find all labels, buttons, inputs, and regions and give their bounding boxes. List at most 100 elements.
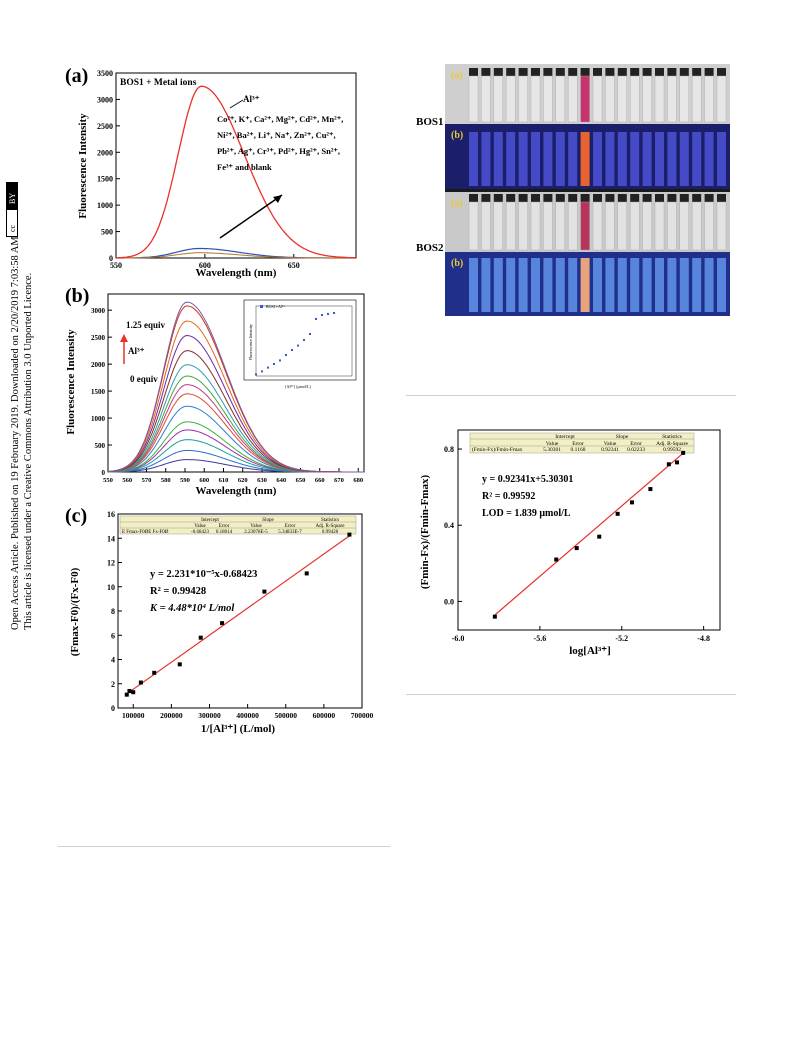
panel-b-inset-legend-marker (260, 305, 263, 308)
panel-d-point-9 (681, 450, 686, 455)
d-table-cell-slope: 0.92341 (601, 447, 619, 453)
vial-cap-top-18 (692, 68, 702, 76)
d-table-row-label: (Fmin-Fx)/Fmin-Fmax (472, 446, 523, 453)
vial-top-a-7 (555, 75, 566, 123)
panel-b-xtick-0: 550 (103, 477, 113, 484)
panel-c-point-10 (347, 532, 352, 537)
vial-top-a-14 (642, 75, 652, 123)
panel-d-ytick-0: 0.0 (444, 597, 454, 606)
panel-a-title: BOS1 + Metal ions (120, 78, 197, 88)
panel-b-ylabel: Fluorescence Intensity (65, 329, 77, 435)
d-table-sub-error: Error (572, 441, 584, 447)
panel-c-label: (c) (65, 505, 87, 527)
vial-cap-bottom-12 (617, 194, 627, 202)
licence-line-1: Open Access Article. Published on 19 Feb… (10, 234, 21, 630)
vial-top-b-19 (704, 132, 714, 186)
vial-cap-top-8 (568, 68, 578, 76)
panel-b-xtick-13: 680 (353, 477, 363, 484)
panel-d-r2: R² = 0.99592 (482, 491, 535, 502)
panel-b-ytick-2: 1000 (91, 415, 106, 423)
vial-cap-bottom-20 (717, 194, 726, 202)
vial-bottom-b-20 (717, 258, 726, 312)
vial-cap-bottom-7 (555, 194, 565, 202)
vial-bottom-b-17 (679, 258, 689, 312)
vial-cap-bottom-16 (667, 194, 677, 202)
panel-d-point-4 (615, 511, 620, 516)
panel-c-point-7 (220, 621, 225, 626)
vial-bottom-b-10 (593, 258, 602, 312)
panel-d-fit-line (494, 452, 684, 616)
vial-bottom-b-8 (568, 258, 578, 312)
vial-top-a-9 (580, 75, 590, 123)
panel-b-chart: (b) 0 500 1000 1500 2000 2500 3000 550 560 570 58… (65, 285, 365, 497)
table-cell-intercept-error: 0.18014 (216, 530, 233, 535)
vial-cap-bottom-10 (593, 194, 602, 202)
vial-top-a-5 (530, 75, 541, 123)
table-header-slope: Slope (262, 518, 274, 523)
panel-c-xtick-5: 600000 (313, 711, 336, 720)
vial-bottom-b-6 (543, 258, 553, 312)
panel-d-ytick-1: 0.4 (444, 521, 454, 530)
vial-bottom-a-15 (654, 201, 665, 251)
vial-cap-bottom-15 (655, 194, 664, 202)
panel-b-inset-point-9 (309, 333, 311, 335)
panel-b-inset-point-1 (261, 370, 263, 373)
panel-b-xtick-8: 630 (257, 477, 267, 484)
vial-top-b-18 (692, 132, 702, 186)
d-table-sub-value-2: Value (604, 441, 617, 447)
vial-cap-top-0 (469, 68, 478, 76)
vial-cap-bottom-14 (642, 194, 652, 202)
vial-bottom-a-18 (691, 201, 702, 251)
vial-cap-bottom-19 (704, 194, 714, 202)
panel-a-ions-4: Fe³⁺ and blank (217, 162, 272, 172)
panel-b-inset-point-12 (327, 313, 329, 315)
table-cell-adjr2: 0.99428 (322, 530, 339, 535)
d-table-cell-intercept-error: 0.1168 (571, 447, 586, 453)
panel-d-xtick-1: -5.6 (534, 634, 547, 643)
vial-top-b-6 (543, 132, 553, 186)
panel-a-ions-2: Ni²⁺, Ba²⁺, Li⁺, Na⁺, Zn²⁺, Cu²⁺, (217, 130, 336, 140)
panel-c-xtick-1: 200000 (160, 711, 183, 720)
panel-b-inset-legend: BOS1+Al³⁺ (266, 304, 285, 309)
vial-bottom-a-0 (468, 201, 479, 251)
vial-top-a-4 (518, 75, 528, 123)
panel-b-xlabel: Wavelength (nm) (196, 485, 277, 497)
vial-bottom-a-20 (716, 201, 727, 251)
vial-top-a-13 (629, 75, 640, 123)
panel-c-xlabel: 1/[Al³⁺] (L/mol) (201, 723, 276, 735)
panel-b-inset-frame (243, 299, 357, 381)
panel-c-xtick-4: 500000 (275, 711, 298, 720)
vial-top-b-13 (630, 132, 640, 186)
vial-bottom-a-12 (617, 201, 628, 251)
panel-a-xtick-2: 650 (288, 261, 300, 270)
vial-bottom-a-1 (481, 201, 491, 251)
vial-cap-bottom-5 (531, 194, 540, 202)
d-table-header-intercept: Intercept (555, 434, 575, 440)
photo-label-bos1: BOS1 (416, 116, 444, 128)
panel-c-point-2 (131, 690, 136, 695)
vial-cap-top-16 (667, 68, 677, 76)
panel-a-ytick-2: 1000 (97, 201, 113, 210)
vial-bottom-b-3 (506, 258, 516, 312)
vial-top-b-20 (717, 132, 726, 186)
table-sub-adjr2: Adj. R-Square (316, 524, 346, 529)
vial-cap-top-10 (593, 68, 602, 76)
vial-cap-top-9 (580, 68, 590, 76)
vial-cap-bottom-17 (679, 194, 689, 202)
vial-top-a-3 (506, 75, 516, 123)
panel-c-ytick-0: 0 (111, 704, 115, 713)
panel-c-point-9 (304, 571, 309, 576)
panel-c-xtick-0: 100000 (122, 711, 145, 720)
vial-top-b-0 (469, 132, 478, 186)
table-header-intercept: Intercept (201, 518, 219, 523)
divider-left-bottom (58, 846, 390, 847)
vial-bottom-b-12 (617, 258, 627, 312)
panel-d-results-table: Intercept Slope Statistics Value Error V… (469, 432, 695, 454)
vial-top-b-8 (568, 132, 578, 186)
vial-bottom-b-15 (655, 258, 664, 312)
vial-cap-bottom-6 (543, 194, 553, 202)
vial-cap-top-15 (655, 68, 664, 76)
panel-b-inset-point-4 (279, 359, 281, 362)
vial-cap-bottom-3 (506, 194, 516, 202)
panel-b-inset-point-13 (333, 312, 335, 314)
